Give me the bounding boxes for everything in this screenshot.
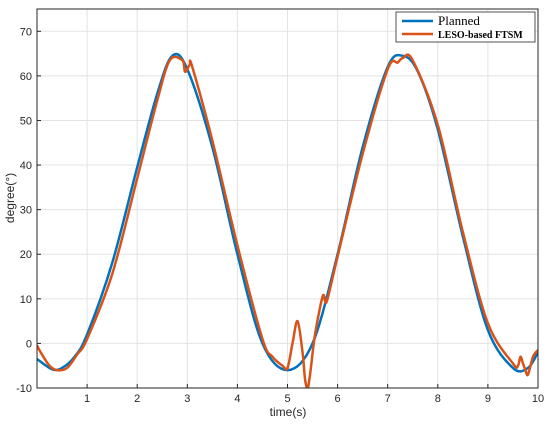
legend-box <box>395 11 536 43</box>
tick-labels: 1 2 3 4 5 6 7 8 9 10 -10 0 10 20 30 40 50 60 70 <box>16 26 544 405</box>
x-tick-label: 3 <box>184 393 190 405</box>
legend-label-planned: Planned <box>438 13 480 28</box>
x-tick-label: 8 <box>435 393 441 405</box>
y-tick-label: 60 <box>20 71 32 83</box>
y-tick-label: 50 <box>20 115 32 127</box>
y-tick-label: 0 <box>26 338 32 350</box>
x-tick-label: 4 <box>234 393 240 405</box>
x-tick-label: 7 <box>385 393 391 405</box>
y-axis-label: degree(°) <box>3 173 17 223</box>
y-tick-label: 30 <box>20 205 32 217</box>
legend: Planned LESO-based FTSM <box>395 11 536 43</box>
y-tick-label: 20 <box>20 249 32 261</box>
y-tick-label: 70 <box>20 26 32 38</box>
x-tick-label: 2 <box>134 393 140 405</box>
legend-label-leso: LESO-based FTSM <box>438 30 523 41</box>
y-tick-label: 10 <box>20 294 32 306</box>
y-tick-label: 40 <box>20 160 32 172</box>
x-axis-label: time(s) <box>270 405 307 419</box>
x-tick-label: 6 <box>335 393 341 405</box>
x-tick-label: 9 <box>485 393 491 405</box>
x-tick-label: 5 <box>284 393 290 405</box>
y-tick-label: -10 <box>16 383 32 395</box>
x-tick-label: 10 <box>532 393 544 405</box>
series-layer <box>37 52 538 388</box>
x-tick-label: 1 <box>84 393 90 405</box>
series-line-leso <box>37 53 538 388</box>
